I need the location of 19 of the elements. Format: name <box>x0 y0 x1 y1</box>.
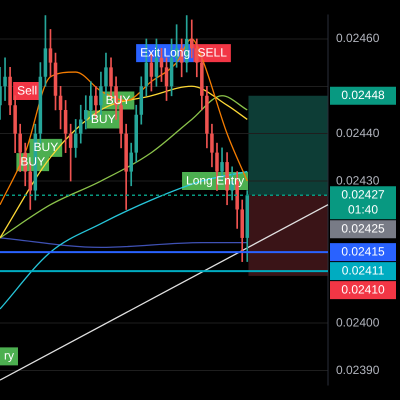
y-tick-label: 0.02460 <box>336 31 380 46</box>
line-series <box>0 38 248 206</box>
annotation: ry <box>4 348 14 363</box>
candlestick <box>3 58 7 101</box>
ref-line-label: 0.02415 <box>341 244 386 258</box>
y-tick-label: 0.02440 <box>336 126 380 140</box>
data-label: 0.02425 <box>341 222 386 236</box>
line-series <box>0 170 248 310</box>
band-label: 0.02410 <box>341 282 386 296</box>
ref-line-label: 0.02411 <box>342 263 385 278</box>
ref-line-label: 0.02427 01:40 <box>341 188 386 217</box>
y-tick-label: 0.02400 <box>336 316 380 330</box>
y-tick-label: 0.02430 <box>336 173 380 188</box>
annotation: Sell <box>17 83 38 98</box>
annotation: BUY <box>34 140 58 154</box>
annotation: SELL <box>198 45 228 60</box>
band-label: 0.02448 <box>341 88 386 102</box>
y-tick-label: 0.02390 <box>336 362 380 377</box>
annotation: BUY <box>90 112 116 126</box>
